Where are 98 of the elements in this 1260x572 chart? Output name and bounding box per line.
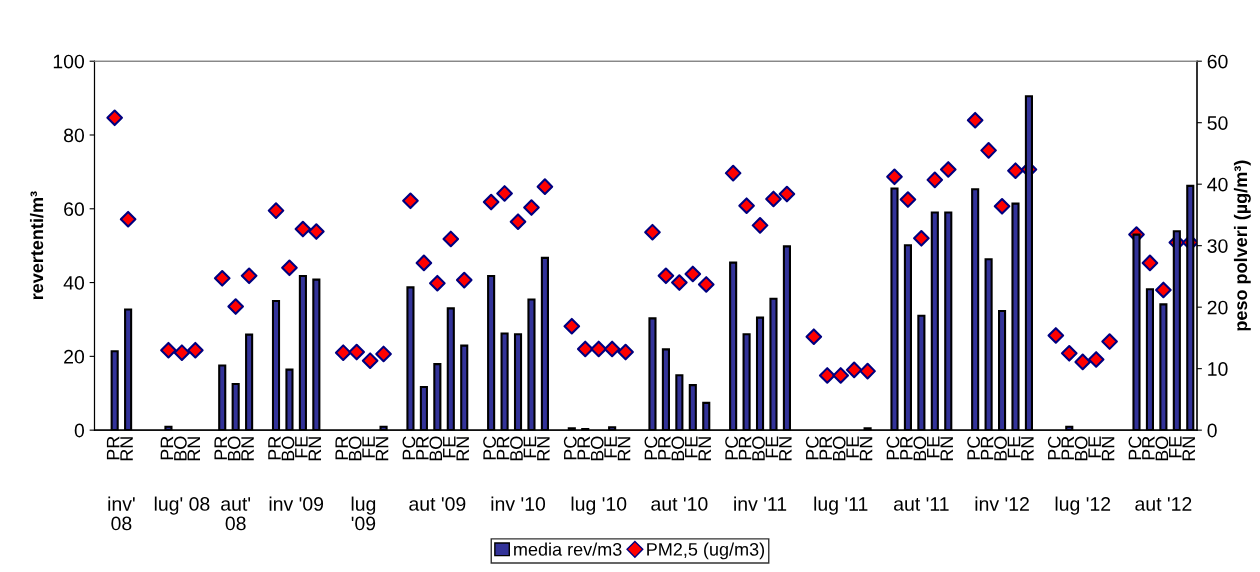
x-tick-label: RN — [617, 437, 631, 461]
x-tick-label: RN — [1101, 437, 1115, 461]
x-tick-label: PR — [416, 436, 429, 460]
x-tick-label: RN — [1021, 437, 1034, 461]
y-tick-label: 0 — [74, 423, 85, 438]
x-tick-label: FE — [523, 436, 537, 458]
x-tick-label: RN — [940, 437, 953, 461]
x-tick-label: RN — [779, 437, 792, 461]
y-tick-label: 40 — [63, 276, 85, 290]
text: aut' 08 — [221, 497, 251, 531]
x-tick-label: BO — [281, 436, 295, 461]
x-tick-label: BO — [227, 436, 241, 461]
y2-tick-label: 20 — [1207, 300, 1228, 315]
text: inv '10 — [491, 496, 546, 511]
x-tick-label: BO — [671, 436, 685, 461]
text: inv '09 — [269, 496, 324, 511]
y2-tick-label: 10 — [1208, 362, 1228, 376]
x-tick-label: PR — [268, 436, 281, 460]
x-tick-label: RN — [241, 437, 254, 461]
x-tick-label: PR — [819, 436, 832, 460]
x-tick-label: BO — [752, 436, 765, 461]
x-tick-label: PR — [160, 436, 174, 460]
x-tick-label: RN — [375, 437, 389, 461]
x-tick-label: PC — [886, 436, 900, 460]
x-tick-label: RN — [456, 437, 469, 461]
text: inv '12 — [975, 496, 1029, 511]
x-tick-label: BO — [348, 436, 362, 461]
y2-tick-label: 40 — [1207, 177, 1228, 192]
x-tick-label: FE — [443, 436, 456, 458]
x-tick-label: FE — [295, 436, 308, 458]
x-tick-label: FE — [927, 436, 940, 458]
x-tick-label: PR — [658, 436, 671, 460]
text: lug '10 — [571, 496, 627, 515]
legend-label: PM2,5 (ug/m3) — [647, 542, 765, 560]
x-tick-label: PR — [738, 436, 752, 460]
x-tick-label: PC — [1128, 436, 1142, 460]
x-tick-label: PR — [214, 436, 227, 460]
x-tick-label: RN — [1182, 437, 1195, 461]
x-tick-label: PR — [980, 436, 994, 460]
x-tick-label: PC — [967, 436, 980, 460]
x-tick-label: RN — [187, 437, 201, 461]
x-tick-label: BO — [913, 436, 927, 461]
x-tick-label: RN — [308, 437, 322, 461]
x-tick-label: BO — [994, 436, 1007, 461]
x-tick-label: PC — [805, 436, 819, 460]
x-tick-label: PR — [106, 436, 120, 460]
x-tick-label: PR — [496, 436, 510, 460]
x-tick-label: PR — [900, 436, 913, 460]
y-tick-label: 100 — [53, 54, 85, 69]
text: aut '11 — [894, 497, 949, 511]
x-tick-label: RN — [537, 437, 550, 461]
y-tick-label: 20 — [64, 349, 85, 364]
text: lug '12 — [1055, 496, 1111, 515]
x-tick-label: FE — [362, 436, 375, 458]
x-tick-label: PC — [1047, 436, 1061, 460]
y2-axis-title: peso polveri (µg/m³) — [1233, 160, 1251, 331]
x-tick-label: FE — [846, 436, 859, 458]
x-tick-label: FE — [604, 436, 617, 458]
x-tick-label: PR — [335, 436, 348, 460]
text: aut '10 — [651, 497, 708, 511]
y2-tick-label: 0 — [1207, 423, 1217, 438]
y2-tick-label: 30 — [1207, 239, 1228, 253]
x-tick-label: PC — [563, 436, 577, 460]
x-tick-label: FE — [685, 436, 698, 458]
y2-tick-label: 50 — [1207, 116, 1228, 130]
y-tick-label: 60 — [64, 202, 85, 217]
x-tick-label: PR — [1142, 436, 1155, 460]
text: lug '11 — [814, 496, 868, 515]
text: aut '12 — [1135, 497, 1192, 511]
x-tick-label: BO — [429, 436, 443, 461]
x-tick-label: PC — [483, 436, 496, 460]
x-tick-label: BO — [590, 436, 604, 461]
x-tick-label: PR — [1061, 436, 1074, 460]
y2-tick-label: 60 — [1207, 54, 1228, 69]
x-tick-label: BO — [832, 436, 846, 461]
legend-label: media rev/m3 — [514, 542, 622, 556]
text: aut '09 — [409, 497, 466, 511]
y-tick-label: 80 — [64, 128, 85, 143]
x-tick-label: BO — [510, 436, 523, 461]
y-axis-title: revertenti/m³ — [29, 191, 44, 300]
text: inv' 08 — [108, 496, 135, 531]
x-tick-label: RN — [120, 437, 133, 461]
x-tick-label: BO — [1155, 436, 1169, 461]
x-tick-label: PC — [644, 436, 658, 460]
x-tick-label: BO — [173, 436, 187, 461]
x-tick-label: RN — [859, 437, 873, 461]
x-tick-label: BO — [1074, 436, 1088, 461]
x-tick-label: PR — [577, 436, 590, 460]
x-tick-label: RN — [698, 437, 711, 461]
text: lug '09 — [351, 496, 376, 531]
x-tick-label: FE — [1088, 436, 1101, 458]
text: lug' 08 — [154, 496, 210, 515]
text: inv '11 — [734, 496, 787, 511]
x-tick-label: PC — [402, 436, 416, 460]
x-tick-label: FE — [765, 436, 779, 458]
x-tick-label: PC — [725, 436, 738, 460]
x-tick-label: FE — [1007, 436, 1021, 458]
x-tick-label: FE — [1169, 436, 1182, 458]
